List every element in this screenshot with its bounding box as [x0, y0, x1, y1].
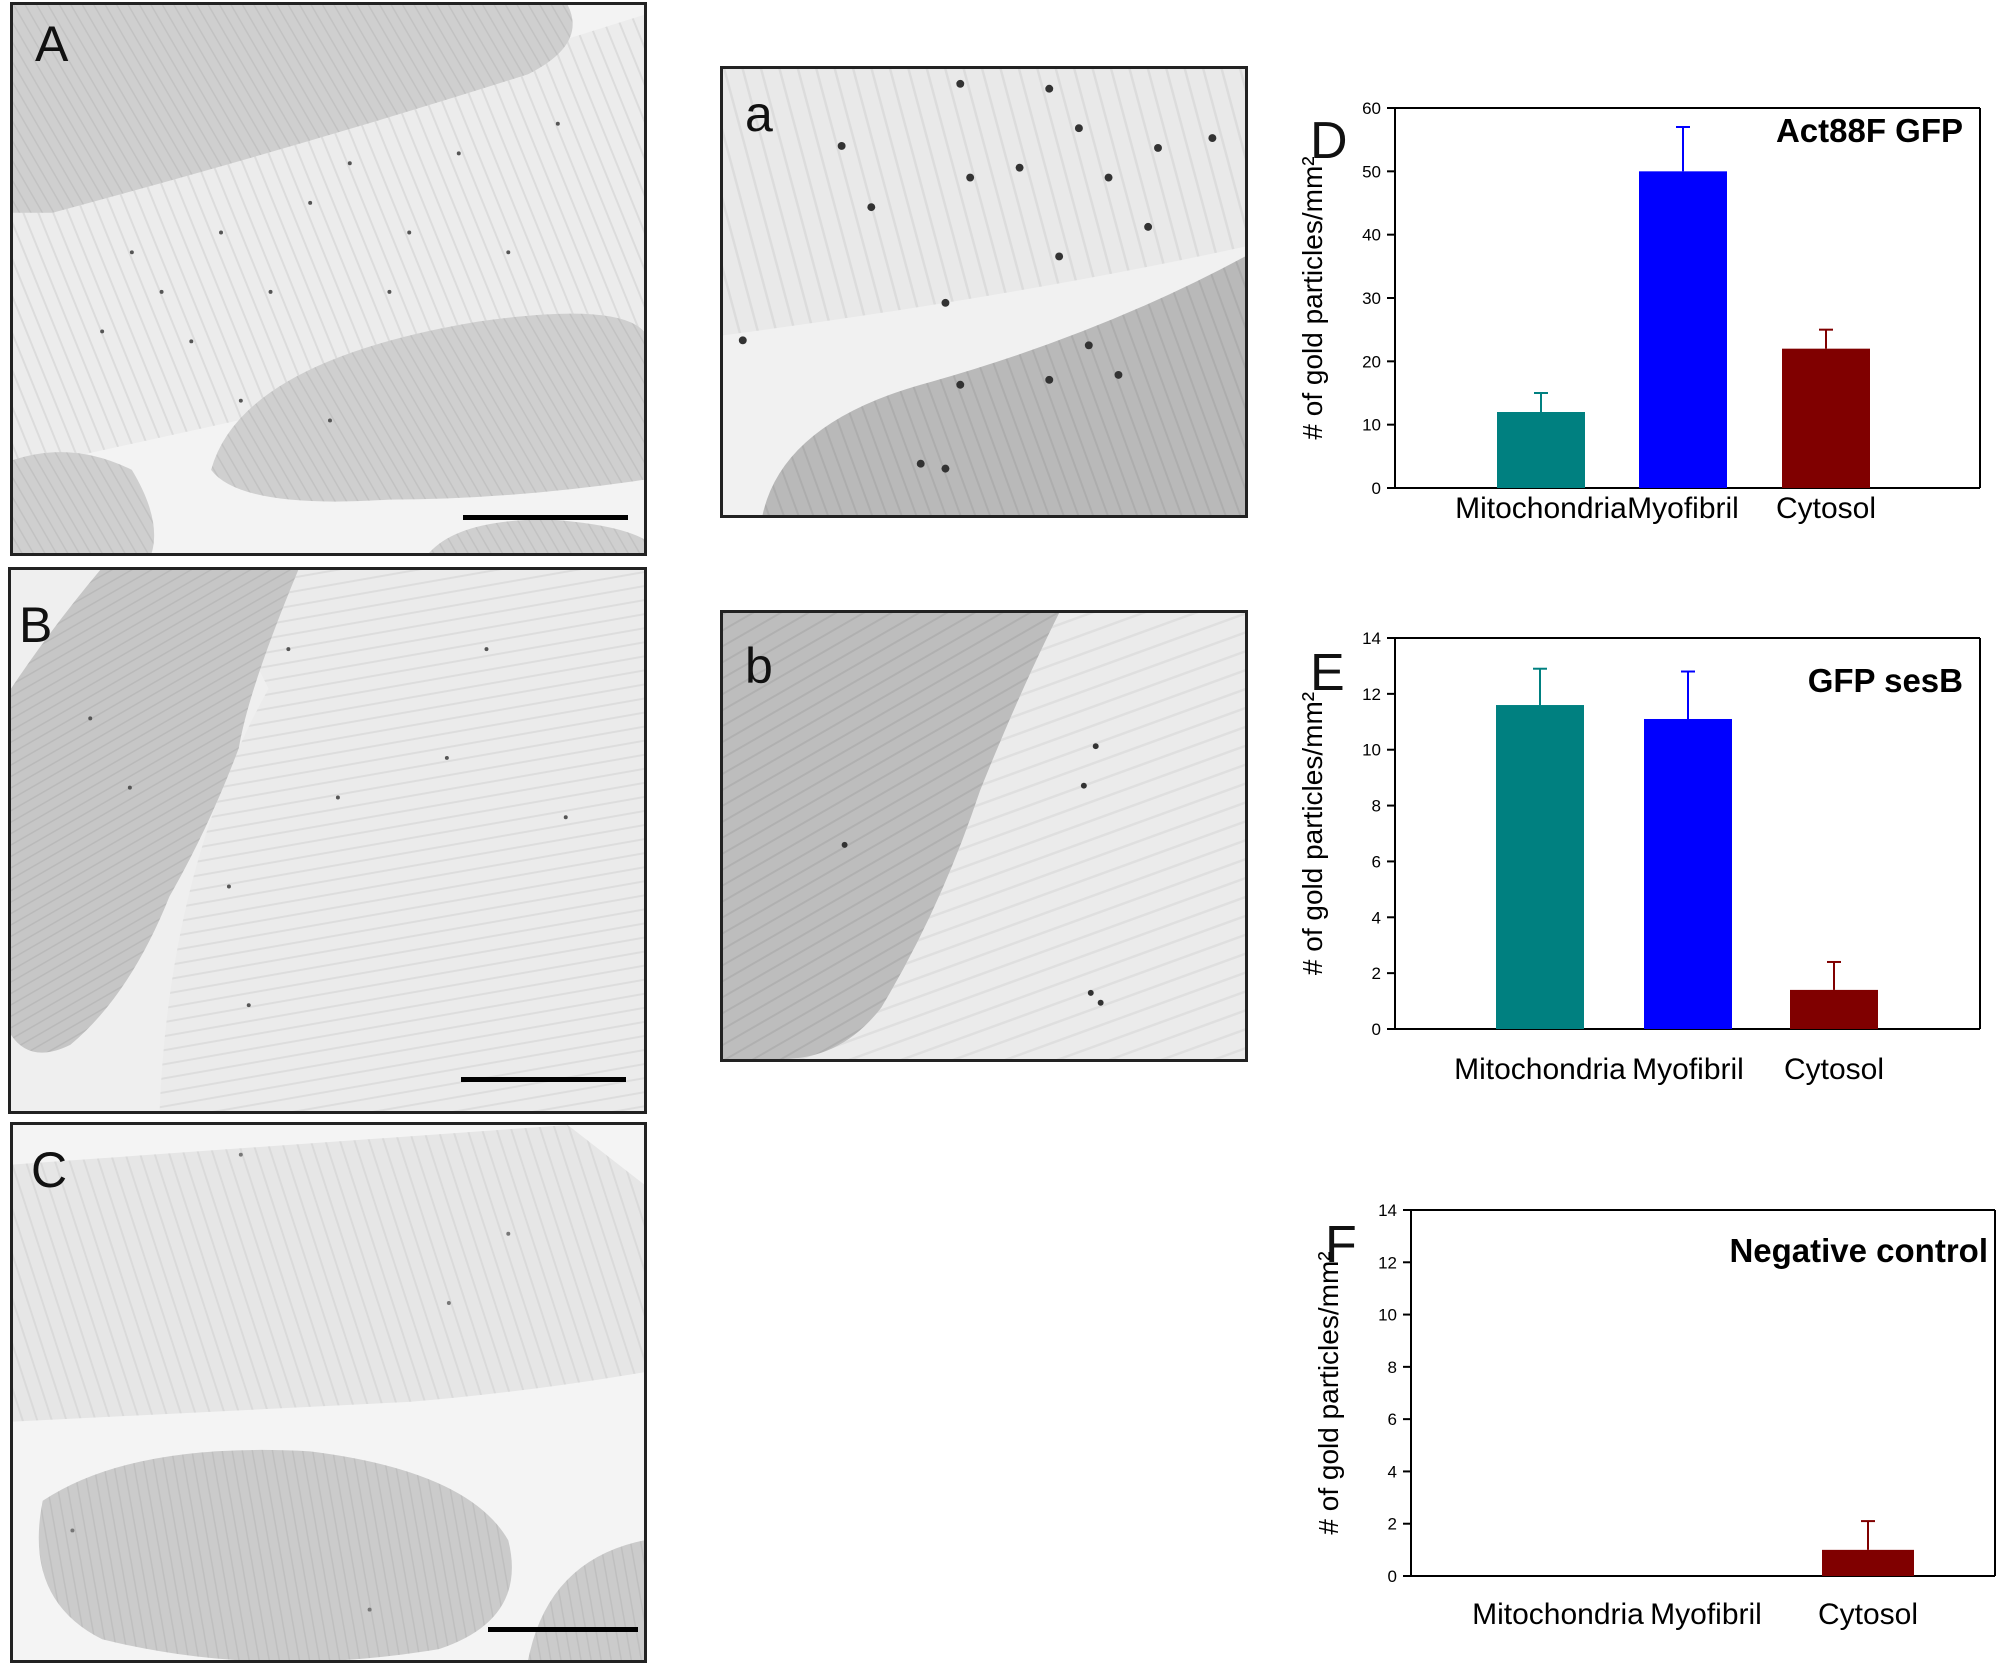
- y-tick-label: 20: [1362, 352, 1381, 371]
- panel-label: B: [19, 597, 53, 653]
- micrograph-image: [723, 613, 1245, 1059]
- y-tick-label: 60: [1362, 99, 1381, 118]
- chart-title: GFP sesB: [1808, 662, 1963, 699]
- x-category-label: Mitochondria: [1472, 1598, 1644, 1631]
- panel-label: E: [1310, 644, 1345, 702]
- em-panel-C: C: [10, 1122, 647, 1663]
- x-category-label: Cytosol: [1818, 1598, 1918, 1631]
- bar: [1644, 718, 1732, 1029]
- y-tick-label: 0: [1388, 1567, 1397, 1586]
- em-panel-a: a: [720, 66, 1248, 518]
- chart-title: Act88F GFP: [1776, 112, 1963, 149]
- bar: [1639, 171, 1727, 489]
- scale-bar: [461, 1077, 626, 1082]
- y-tick-label: 12: [1378, 1253, 1397, 1272]
- y-tick-label: 6: [1372, 852, 1381, 871]
- scale-bar: [463, 515, 628, 520]
- em-panel-B: B: [8, 567, 647, 1114]
- panel-label: C: [31, 1142, 68, 1198]
- y-tick-label: 6: [1388, 1410, 1397, 1429]
- y-tick-label: 0: [1372, 479, 1381, 498]
- scale-bar: [488, 1627, 638, 1632]
- micrograph-image: [11, 570, 644, 1111]
- y-tick-label: 8: [1388, 1358, 1397, 1377]
- y-tick-label: 4: [1372, 908, 1381, 927]
- panel-label: a: [745, 86, 773, 142]
- bar: [1497, 412, 1585, 488]
- panel-label: A: [35, 16, 69, 72]
- y-tick-label: 30: [1362, 289, 1381, 308]
- bar: [1822, 1549, 1914, 1576]
- y-tick-label: 40: [1362, 226, 1381, 245]
- em-panel-b: b: [720, 610, 1248, 1062]
- x-category-label: Cytosol: [1784, 1053, 1884, 1086]
- panel-label: F: [1325, 1216, 1357, 1274]
- y-tick-label: 50: [1362, 162, 1381, 181]
- x-category-label: Myofibril: [1650, 1598, 1762, 1631]
- y-tick-label: 10: [1362, 741, 1381, 760]
- panel-label: b: [745, 638, 773, 694]
- micrograph-image: [13, 5, 644, 553]
- y-tick-label: 10: [1378, 1306, 1397, 1325]
- bar: [1496, 705, 1584, 1029]
- x-category-label: Mitochondria: [1454, 1053, 1626, 1086]
- micrograph-image: [723, 69, 1245, 515]
- y-tick-label: 14: [1362, 629, 1381, 648]
- y-tick-label: 4: [1388, 1462, 1397, 1481]
- y-axis-label: # of gold particles/mm²: [1297, 156, 1328, 439]
- em-panel-A: A: [10, 2, 647, 556]
- y-tick-label: 10: [1362, 416, 1381, 435]
- y-tick-label: 8: [1372, 797, 1381, 816]
- panel-label: D: [1310, 112, 1348, 170]
- y-tick-label: 12: [1362, 685, 1381, 704]
- x-category-label: Myofibril: [1632, 1053, 1744, 1086]
- y-tick-label: 2: [1388, 1515, 1397, 1534]
- chart-title: Negative control: [1729, 1232, 1988, 1269]
- y-tick-label: 0: [1372, 1020, 1381, 1039]
- bar: [1790, 989, 1878, 1029]
- y-axis-label: # of gold particles/mm²: [1313, 1251, 1344, 1534]
- y-tick-label: 2: [1372, 964, 1381, 983]
- bar: [1782, 348, 1870, 488]
- y-tick-label: 14: [1378, 1201, 1397, 1220]
- x-category-label: Mitochondria: [1455, 492, 1627, 525]
- x-category-label: Cytosol: [1776, 492, 1876, 525]
- x-category-label: Myofibril: [1627, 492, 1739, 525]
- y-axis-label: # of gold particles/mm²: [1297, 692, 1328, 975]
